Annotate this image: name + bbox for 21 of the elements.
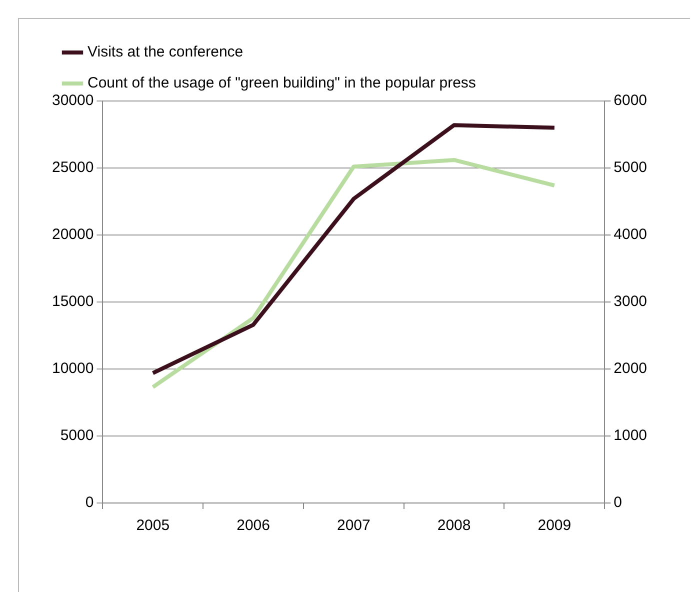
x-tick-label: 2009 bbox=[538, 517, 572, 534]
legend-label: Visits at the conference bbox=[88, 44, 244, 61]
y-tick-label: 25000 bbox=[52, 159, 94, 176]
y-tick-label: 20000 bbox=[52, 226, 94, 244]
x-tick-label: 2006 bbox=[236, 517, 270, 534]
y2-tick-label: 0 bbox=[614, 494, 622, 512]
y2-tick-label: 1000 bbox=[614, 427, 648, 444]
y2-tick-label: 4000 bbox=[614, 226, 648, 244]
y-tick-label: 15000 bbox=[52, 293, 94, 310]
y-tick-label: 5000 bbox=[60, 427, 94, 444]
y2-tick-label: 6000 bbox=[614, 92, 648, 110]
x-tick-label: 2008 bbox=[437, 517, 471, 534]
y-tick-label: 10000 bbox=[52, 360, 94, 378]
y2-tick-label: 5000 bbox=[614, 159, 648, 176]
legend-label: Count of the usage of "green building" in the popular press bbox=[88, 74, 476, 92]
y-tick-label: 0 bbox=[85, 494, 94, 512]
y2-tick-label: 3000 bbox=[614, 293, 648, 310]
x-tick-label: 2005 bbox=[136, 517, 170, 534]
y-tick-label: 30000 bbox=[52, 92, 94, 110]
y2-tick-label: 2000 bbox=[614, 360, 648, 378]
x-tick-label: 2007 bbox=[336, 517, 370, 534]
